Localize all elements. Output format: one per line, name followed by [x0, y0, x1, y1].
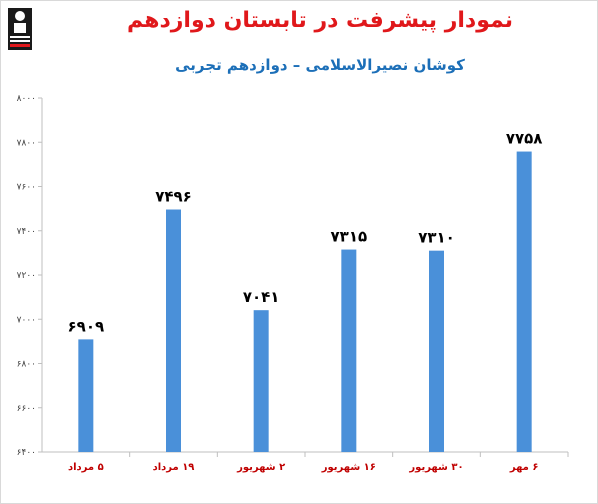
y-tick-label: ۷۲۰۰	[17, 271, 36, 281]
x-category-label: ۱۶ شهریور	[321, 462, 376, 473]
chart-subtitle: کوشان نصیرالاسلامی – دوازدهم تجربی	[175, 56, 465, 74]
y-tick-label: ۷۶۰۰	[17, 183, 36, 193]
x-category-label: ۱۹ مرداد	[153, 462, 195, 473]
bar	[516, 151, 532, 453]
x-category-label: ۶ مهر	[509, 462, 539, 473]
bar-value-label: ۷۳۱۵	[331, 228, 368, 246]
bar-value-label: ۷۳۱۰	[418, 229, 455, 247]
y-tick-label: ۸۰۰۰	[17, 94, 36, 104]
y-tick-label: ۶۴۰۰	[17, 448, 36, 458]
y-tick-label: ۷۴۰۰	[17, 227, 36, 237]
chart-title: نمودار پیشرفت در تابستان دوازدهم	[126, 8, 514, 33]
y-tick-label: ۷۸۰۰	[17, 138, 36, 148]
y-tick-label: ۷۰۰۰	[17, 315, 36, 325]
bar-value-label: ۷۴۹۶	[155, 188, 192, 206]
x-category-label: ۲ شهریور	[236, 462, 285, 473]
bar	[166, 209, 181, 452]
x-category-label: ۳۰ شهریور	[408, 462, 463, 473]
bar-value-label: ۷۷۵۸	[506, 130, 543, 148]
y-tick-label: ۶۶۰۰	[17, 404, 36, 414]
bar-value-label: ۶۹۰۹	[68, 317, 105, 335]
bar	[341, 249, 357, 452]
bar	[429, 250, 444, 452]
bar	[78, 339, 94, 452]
bar	[253, 310, 269, 452]
x-category-label: ۵ مرداد	[68, 462, 104, 473]
school-logo	[8, 8, 32, 50]
bar-value-label: ۷۰۴۱	[243, 288, 280, 306]
y-tick-label: ۶۸۰۰	[17, 360, 36, 370]
